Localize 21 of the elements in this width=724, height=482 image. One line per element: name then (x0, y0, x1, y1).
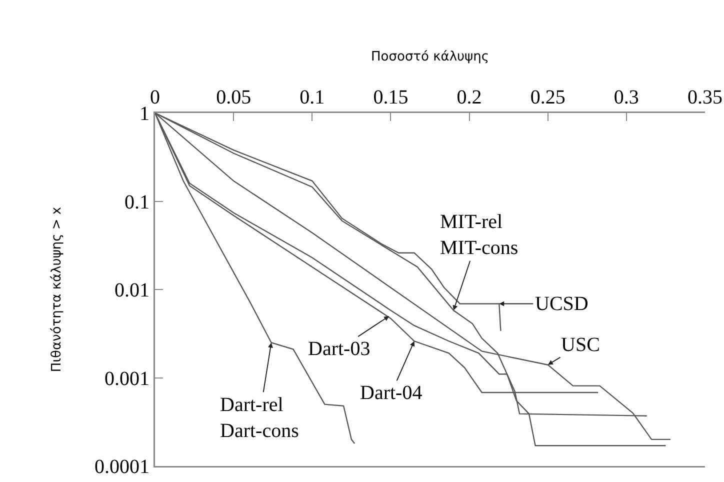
x-tick-label: 0.15 (373, 86, 408, 108)
y-tick-label: 0.1 (124, 191, 150, 214)
x-tick-label: 0 (150, 86, 160, 108)
y-tick-label: 0.0001 (94, 456, 150, 478)
y-tick-label: 1 (140, 103, 150, 125)
x-tick-label: 0.25 (530, 86, 566, 108)
x-tick-label: 0.05 (216, 86, 252, 108)
y-tick-label: 0.001 (104, 368, 150, 390)
x-tick-label: 0.1 (300, 86, 325, 108)
x-tick-label: 0.35 (688, 86, 722, 108)
x-tick-label: 0.2 (456, 86, 482, 108)
x-tick-label: 0.3 (614, 86, 639, 108)
annotation: Dart-04 (360, 382, 422, 404)
annotation: MIT-rel MIT-cons (440, 211, 518, 259)
y-tick-label: 0.01 (114, 280, 150, 302)
y-axis-title: Πιθανότητα κάλυψης > x (50, 206, 65, 372)
annotation: UCSD (535, 293, 588, 315)
annotation: Dart-03 (308, 338, 370, 360)
annotation: USC (561, 334, 600, 356)
x-axis-title: Ποσοστό κάλυψης (371, 50, 489, 65)
annotation: Dart-rel Dart-cons (220, 394, 300, 442)
